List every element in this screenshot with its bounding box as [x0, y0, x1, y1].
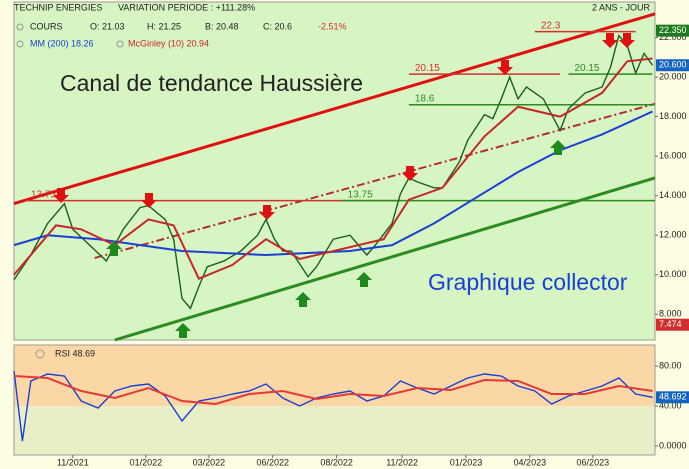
x-tick-label: 11/2022 [386, 457, 418, 467]
x-tick-label: 01/2022 [130, 457, 163, 467]
series-line [13, 375, 653, 406]
x-tick-label: 04/2023 [514, 457, 547, 467]
icon [35, 349, 45, 359]
y-tick-label: 0.0000 [659, 440, 687, 450]
level-label: 18.6 [415, 93, 435, 104]
x-tick-label: 11/2021 [57, 457, 89, 467]
x-tick-label: 01/2023 [450, 457, 483, 467]
y-tick-label: 12.000 [659, 230, 687, 240]
lower-zone [14, 406, 655, 455]
down-arrow [602, 33, 618, 48]
level-label: 13.75 [348, 189, 373, 200]
y-tick-label: 22.000 [659, 32, 687, 42]
plot-frame [13, 344, 656, 456]
price-badge [656, 318, 689, 331]
icon [16, 23, 24, 31]
annotation: Graphique collector [428, 269, 628, 295]
y-tick-label: 18.000 [659, 111, 687, 121]
price-badge [656, 24, 689, 37]
series-line [13, 370, 653, 442]
down-arrow [53, 188, 69, 203]
y-tick-label: 16.000 [659, 151, 687, 161]
down-arrow [141, 193, 157, 208]
arrows [53, 33, 635, 220]
y-tick-label: 40.00 [659, 400, 682, 410]
close: C: 20.6 [263, 21, 292, 31]
up-arrow [550, 140, 566, 155]
legend-mcginley: McGinley (10) 20.94 [128, 38, 209, 48]
trendline [114, 176, 656, 342]
trendline [94, 102, 656, 259]
period: 2 ANS - JOUR [592, 2, 651, 12]
price-badge [656, 59, 689, 72]
y-tick-label: 80.00 [659, 360, 682, 370]
legend-mm: MM (200) 18.26 [30, 38, 94, 48]
up-arrow [295, 292, 311, 307]
open: O: 21.03 [90, 21, 125, 31]
annotation: Canal de tendance Haussière [60, 70, 363, 96]
x-tick-label: 06/2023 [577, 457, 610, 467]
level-label: 20.15 [574, 63, 599, 74]
up-arrow [175, 323, 191, 338]
y-tick-label: 10.000 [659, 269, 687, 279]
y-tick-label: 20.000 [659, 71, 687, 81]
legend-cours: COURS [30, 21, 63, 31]
icon [116, 40, 124, 48]
x-tick-label: 06/2022 [256, 457, 289, 467]
icon [16, 40, 24, 48]
price-badge-label: 20.600 [659, 60, 687, 70]
x-tick-label: 03/2022 [193, 457, 226, 467]
plot-frame [13, 1, 656, 341]
change: -2.51% [318, 21, 347, 31]
price-badge-label: 7.474 [659, 319, 682, 329]
arrows [106, 140, 566, 338]
price-badge-label: 22.350 [659, 25, 687, 35]
price-badge-label: 48.692 [659, 392, 687, 402]
high: H: 21.25 [147, 21, 181, 31]
level-label: 13.75 [31, 189, 56, 200]
price-badge [656, 391, 689, 404]
variation: VARIATION PERIODE : +111.28% [118, 2, 255, 12]
down-arrow [402, 166, 418, 181]
y-tick-label: 14.000 [659, 190, 687, 200]
down-arrow [497, 60, 513, 75]
level-label: 20.15 [415, 63, 440, 74]
trendline [13, 12, 656, 206]
x-tick-label: 08/2022 [320, 457, 353, 467]
up-arrow [356, 272, 372, 287]
down-arrow [619, 33, 635, 48]
rsi-title: RSI 48.69 [55, 348, 95, 358]
stock-name: TECHNIP ENERGIES [14, 2, 102, 12]
low: B: 20.48 [205, 21, 239, 31]
down-arrow [259, 205, 275, 220]
up-arrow [106, 241, 122, 256]
level-label: 22.3 [541, 20, 561, 31]
series-line [13, 57, 653, 281]
y-tick-label: 8.000 [659, 309, 682, 319]
